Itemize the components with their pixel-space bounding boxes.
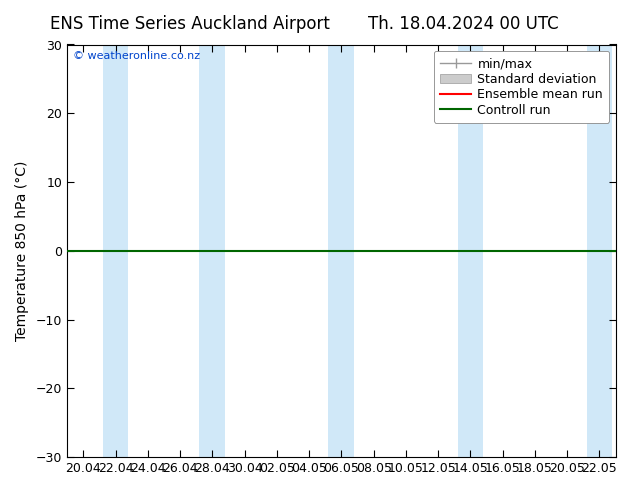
Bar [470,45,483,457]
Bar [328,45,341,457]
Legend: min/max, Standard deviation, Ensemble mean run, Controll run: min/max, Standard deviation, Ensemble me… [434,51,609,123]
Bar [458,45,470,457]
Bar [586,45,600,457]
Bar [115,45,129,457]
Bar [103,45,115,457]
Text: Th. 18.04.2024 00 UTC: Th. 18.04.2024 00 UTC [368,15,558,33]
Bar [600,45,612,457]
Y-axis label: Temperature 850 hPa (°C): Temperature 850 hPa (°C) [15,161,29,341]
Bar [341,45,354,457]
Text: © weatheronline.co.nz: © weatheronline.co.nz [73,50,200,61]
Bar [200,45,212,457]
Text: ENS Time Series Auckland Airport: ENS Time Series Auckland Airport [50,15,330,33]
Bar [212,45,225,457]
